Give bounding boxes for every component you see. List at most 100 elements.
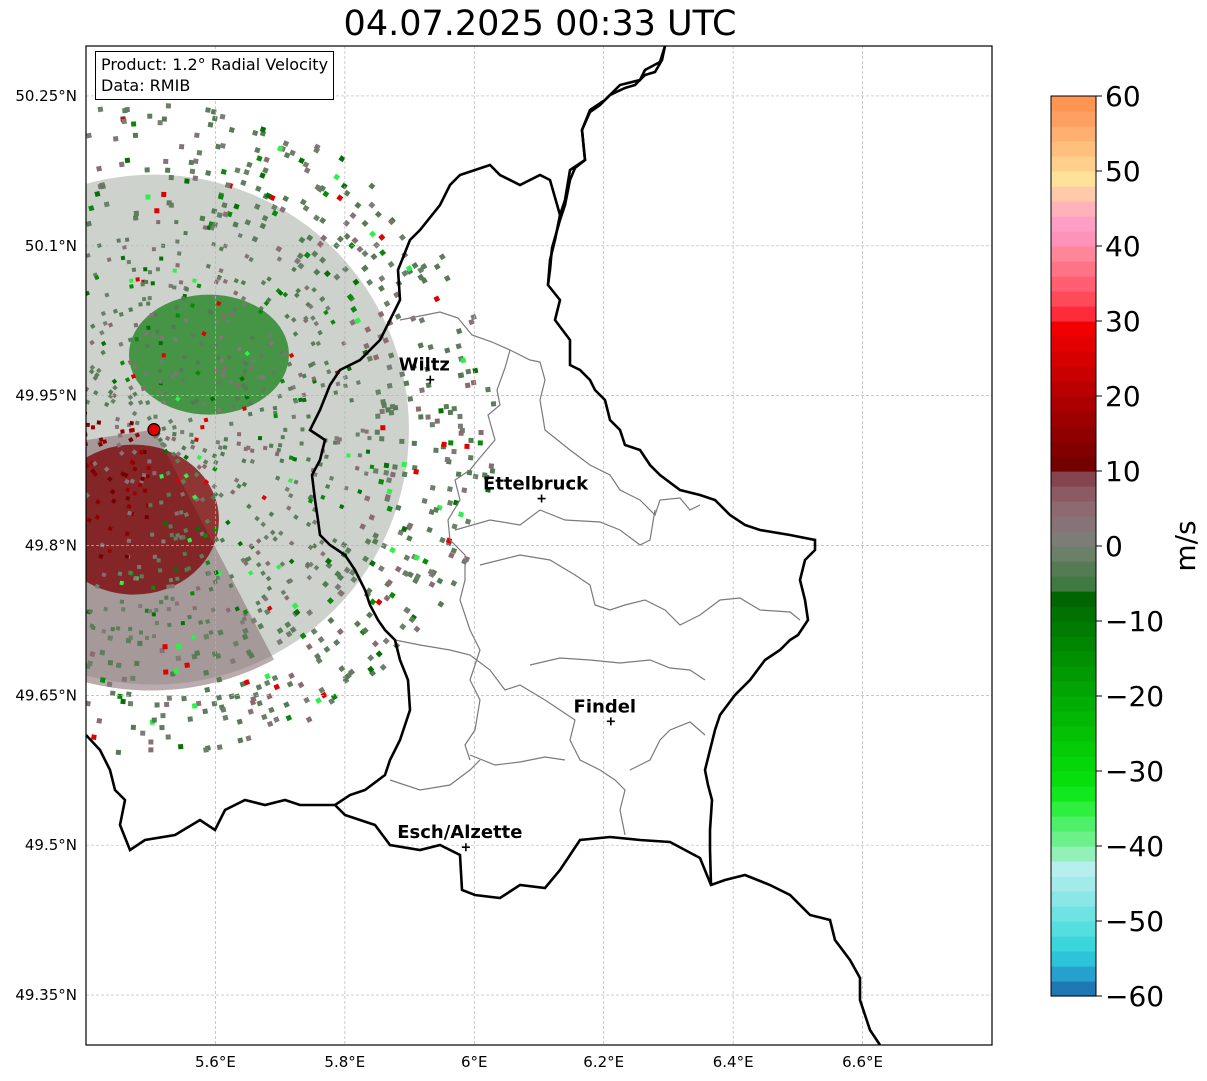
echo-bin bbox=[379, 408, 385, 415]
echo-bin bbox=[127, 359, 133, 365]
echo-bin bbox=[184, 662, 190, 669]
echo-bin bbox=[260, 570, 266, 576]
echo-bin bbox=[173, 668, 179, 674]
echo-bin bbox=[441, 441, 447, 447]
echo-bin bbox=[201, 331, 207, 337]
echo-bin bbox=[343, 383, 348, 389]
echo-bin bbox=[315, 340, 322, 347]
echo-bin bbox=[222, 278, 229, 285]
echo-bin bbox=[128, 428, 134, 433]
echo-bin bbox=[228, 573, 235, 580]
echo-bin bbox=[152, 554, 157, 559]
colorbar-tick-label: 40 bbox=[1105, 230, 1141, 263]
colorbar-segment bbox=[1051, 936, 1096, 952]
echo-bin bbox=[195, 370, 201, 376]
echo-bin bbox=[257, 607, 263, 614]
echo-bin bbox=[115, 662, 122, 669]
echo-bin bbox=[101, 628, 107, 634]
echo-bin bbox=[115, 749, 122, 756]
echo-bin bbox=[284, 621, 292, 629]
echo-bin bbox=[411, 440, 417, 447]
echo-bin bbox=[279, 378, 286, 384]
echo-bin bbox=[161, 191, 167, 197]
echo-bin bbox=[183, 230, 188, 236]
echo-bin bbox=[301, 373, 307, 379]
echo-bin bbox=[434, 418, 440, 424]
echo-bin bbox=[141, 473, 147, 478]
echo-bin bbox=[409, 315, 417, 322]
echo-bin bbox=[354, 317, 362, 325]
echo-bin bbox=[163, 669, 169, 675]
echo-bin bbox=[445, 537, 453, 544]
echo-bin bbox=[137, 482, 143, 488]
echo-bin bbox=[100, 183, 106, 190]
echo-bin bbox=[311, 543, 318, 549]
echo-bin bbox=[129, 478, 135, 484]
echo-bin bbox=[232, 290, 239, 296]
echo-bin bbox=[302, 161, 310, 168]
echo-bin bbox=[126, 538, 132, 544]
colorbar-segment bbox=[1051, 381, 1096, 397]
echo-bin bbox=[165, 167, 171, 173]
echo-bin bbox=[205, 107, 211, 113]
echo-bin bbox=[470, 313, 477, 321]
echo-bin bbox=[240, 557, 246, 563]
echo-bin bbox=[144, 167, 150, 173]
echo-bin bbox=[154, 621, 159, 626]
echo-bin bbox=[204, 518, 211, 525]
echo-bin bbox=[220, 312, 227, 319]
echo-bin bbox=[176, 251, 182, 256]
echo-bin bbox=[380, 425, 386, 431]
echo-bin bbox=[288, 455, 294, 461]
echo-bin bbox=[411, 464, 418, 471]
echo-bin bbox=[457, 413, 463, 420]
echo-bin bbox=[349, 319, 357, 326]
echo-bin bbox=[265, 297, 272, 303]
colorbar-segment bbox=[1051, 981, 1096, 997]
echo-bin bbox=[132, 364, 138, 370]
echo-bin bbox=[142, 449, 148, 455]
echo-bin bbox=[349, 397, 354, 403]
grid-lines bbox=[86, 46, 992, 1045]
echo-bin bbox=[97, 441, 104, 447]
echo-bin bbox=[303, 285, 310, 291]
echo-bin bbox=[172, 285, 177, 290]
echo-bin bbox=[232, 221, 239, 228]
echo-bin bbox=[424, 366, 431, 373]
colorbar-segment bbox=[1051, 546, 1096, 562]
echo-bin bbox=[247, 411, 253, 417]
echo-bin bbox=[124, 478, 130, 485]
echo-bin bbox=[283, 427, 288, 432]
echo-bin bbox=[256, 155, 263, 162]
echo-bin bbox=[300, 427, 305, 432]
echo-bin bbox=[262, 167, 269, 174]
echo-bin bbox=[297, 681, 305, 689]
echo-bin bbox=[195, 526, 201, 532]
echo-bin bbox=[325, 305, 331, 312]
colorbar-segment bbox=[1051, 126, 1096, 142]
echo-bin bbox=[94, 275, 100, 281]
echo-bin bbox=[261, 387, 267, 393]
echo-bin bbox=[413, 554, 421, 561]
echo-bin bbox=[190, 303, 195, 309]
echo-bin bbox=[167, 622, 172, 628]
echo-bin bbox=[178, 143, 185, 150]
echo-bin bbox=[344, 546, 352, 554]
echo-bin bbox=[367, 665, 375, 673]
echo-bin bbox=[211, 453, 218, 459]
echo-bin bbox=[225, 607, 231, 613]
echo-bin bbox=[178, 280, 184, 285]
y-tick-label: 50.25°N bbox=[15, 87, 77, 105]
radar-site-marker bbox=[147, 423, 161, 437]
echo-bin bbox=[137, 399, 144, 406]
colorbar-segment bbox=[1051, 741, 1096, 757]
echo-bin bbox=[259, 407, 265, 412]
echo-bin bbox=[380, 398, 386, 405]
echo-bin bbox=[310, 340, 316, 347]
map-title: 04.07.2025 00:33 UTC bbox=[343, 4, 737, 44]
echo-bin bbox=[109, 489, 116, 495]
echo-bin bbox=[174, 219, 179, 225]
echo-bin bbox=[88, 368, 95, 375]
echo-bin bbox=[271, 674, 279, 682]
echo-bin bbox=[301, 397, 307, 403]
